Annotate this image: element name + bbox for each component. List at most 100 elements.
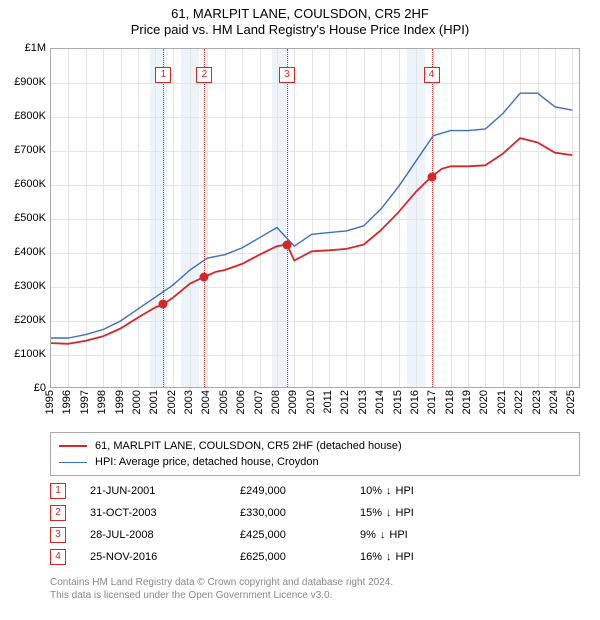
x-tick-label: 1999 [114,390,126,414]
x-tick-label: 2004 [200,390,212,414]
y-tick-label: £800K [0,110,46,122]
chart-title-block: 61, MARLPIT LANE, COULSDON, CR5 2HF Pric… [0,0,600,39]
sale-price: £425,000 [240,529,360,541]
y-tick-label: £600K [0,178,46,190]
y-tick-label: £0 [0,382,46,394]
plot-region: 1 2 3 4 [50,48,580,388]
y-tick-label: £700K [0,144,46,156]
title-subtitle: Price paid vs. HM Land Registry's House … [0,22,600,38]
sale-diff-suffix: HPI [389,529,407,541]
x-tick-label: 2008 [270,390,282,414]
sale-diff-suffix: HPI [396,507,414,519]
sale-date: 25-NOV-2016 [90,551,240,563]
sale-diff-pct: 15% [360,507,382,519]
x-tick-label: 2024 [548,390,560,414]
sale-index-box: 4 [50,549,66,565]
sales-table-row: 4 25-NOV-2016£625,00016% ↓ HPI [50,546,580,568]
x-tick-label: 1995 [44,390,56,414]
x-tick-label: 2002 [166,390,178,414]
x-tick-label: 2023 [531,390,543,414]
y-tick-label: £300K [0,280,46,292]
sale-marker-dot [159,300,168,309]
legend-swatch [59,445,87,447]
data-attribution: Contains HM Land Registry data © Crown c… [50,576,580,602]
sale-marker-dot [427,172,436,181]
x-tick-label: 2025 [565,390,577,414]
x-tick-label: 2007 [253,390,265,414]
sale-diff-suffix: HPI [396,485,414,497]
sale-vs-hpi: 16% ↓ HPI [360,551,470,563]
sales-table-row: 3 28-JUL-2008£425,0009% ↓HPI [50,524,580,546]
x-tick-label: 2014 [374,390,386,414]
x-tick-label: 2021 [496,390,508,414]
x-tick-label: 2017 [426,390,438,414]
series-line-hpi [51,93,572,338]
title-address: 61, MARLPIT LANE, COULSDON, CR5 2HF [0,6,600,22]
sale-price: £249,000 [240,485,360,497]
sales-table: 121-JUN-2001£249,00010%↓HPI231-OCT-2003£… [50,480,580,568]
sale-marker-label: 3 [279,67,295,83]
x-tick-label: 2013 [357,390,369,414]
sale-index-box: 2 [50,505,66,521]
sales-table-row: 121-JUN-2001£249,00010%↓HPI [50,480,580,502]
sale-diff-pct: 16% [360,551,382,563]
legend-swatch [59,462,87,463]
x-tick-label: 2020 [478,390,490,414]
x-tick-label: 2015 [392,390,404,414]
y-tick-label: £100K [0,348,46,360]
x-tick-label: 2010 [305,390,317,414]
x-tick-label: 2009 [287,390,299,414]
sale-marker-label: 2 [196,67,212,83]
legend-row: HPI: Average price, detached house, Croy… [59,454,571,470]
x-tick-label: 2019 [461,390,473,414]
sale-marker-dot [282,240,291,249]
x-tick-label: 2012 [339,390,351,414]
sales-table-row: 2 31-OCT-2003£330,00015% ↓ HPI [50,502,580,524]
x-tick-label: 2018 [444,390,456,414]
x-tick-label: 1998 [96,390,108,414]
x-tick-label: 2003 [183,390,195,414]
sale-vs-hpi: 9% ↓HPI [360,529,470,541]
arrow-down-icon: ↓ [386,485,392,497]
footer-line-1: Contains HM Land Registry data © Crown c… [50,576,580,589]
x-tick-label: 2001 [148,390,160,414]
footer-line-2: This data is licensed under the Open Gov… [50,589,580,602]
arrow-down-icon: ↓ [386,551,392,563]
sale-vs-hpi: 10% ↓ HPI [360,485,470,497]
legend: 61, MARLPIT LANE, COULSDON, CR5 2HF (det… [50,432,580,476]
arrow-down-icon: ↓ [380,529,386,541]
x-tick-label: 2011 [322,390,334,414]
sale-marker-label: 4 [424,67,440,83]
y-tick-label: £200K [0,314,46,326]
sale-diff-suffix: HPI [396,551,414,563]
x-tick-label: 2006 [235,390,247,414]
y-tick-label: £400K [0,246,46,258]
sale-diff-pct: 9% [360,529,376,541]
chart-area: 1234 £0£100K£200K£300K£400K£500K£600K£70… [50,48,580,388]
sale-price: £625,000 [240,551,360,563]
series-line-property [51,138,572,344]
x-tick-label: 1996 [61,390,73,414]
line-series-svg [51,49,580,388]
sale-marker-dot [200,272,209,281]
y-tick-label: £1M [0,42,46,54]
x-tick-label: 1997 [79,390,91,414]
sale-vs-hpi: 15% ↓ HPI [360,507,470,519]
sale-date: 28-JUL-2008 [90,529,240,541]
x-tick-label: 2000 [131,390,143,414]
sale-index-box: 3 [50,527,66,543]
x-tick-label: 2022 [513,390,525,414]
x-tick-label: 2005 [218,390,230,414]
y-tick-label: £500K [0,212,46,224]
legend-label: HPI: Average price, detached house, Croy… [95,456,319,468]
sale-date: 31-OCT-2003 [90,507,240,519]
y-tick-label: £900K [0,76,46,88]
x-tick-label: 2016 [409,390,421,414]
legend-label: 61, MARLPIT LANE, COULSDON, CR5 2HF (det… [95,440,402,452]
legend-row: 61, MARLPIT LANE, COULSDON, CR5 2HF (det… [59,438,571,454]
sale-index-box: 1 [50,483,66,499]
sale-marker-label: 1 [155,67,171,83]
sale-price: £330,000 [240,507,360,519]
arrow-down-icon: ↓ [386,507,392,519]
sale-diff-pct: 10% [360,485,382,497]
